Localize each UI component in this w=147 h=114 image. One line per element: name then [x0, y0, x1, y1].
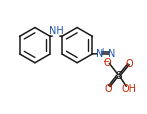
Text: OH: OH [121, 83, 136, 93]
Text: O: O [105, 83, 113, 93]
Text: S: S [115, 71, 122, 80]
Text: +: + [99, 47, 106, 56]
Text: N: N [108, 49, 115, 59]
Text: O: O [125, 58, 133, 68]
Text: −: − [102, 56, 109, 65]
Text: O: O [104, 58, 112, 68]
Text: N: N [96, 49, 103, 59]
Text: NH: NH [49, 26, 63, 36]
